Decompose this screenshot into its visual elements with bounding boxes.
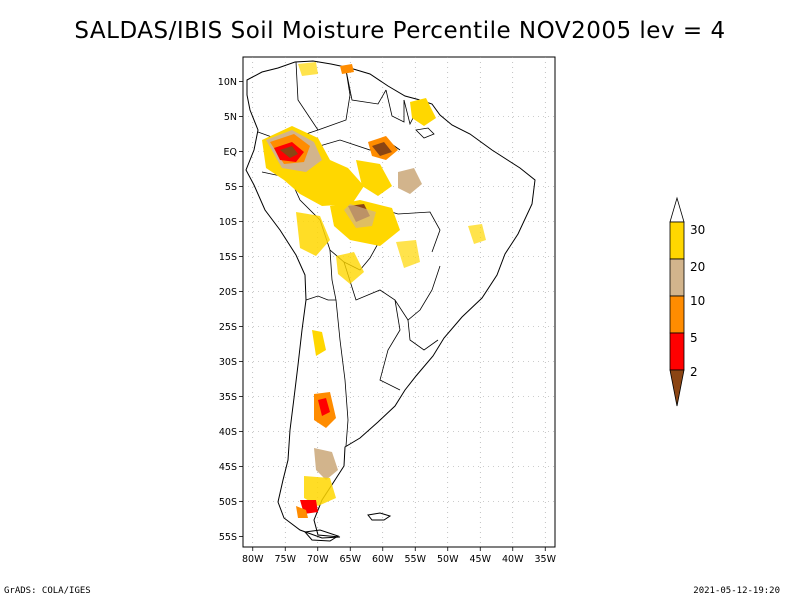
south-america-coastline (245, 60, 536, 539)
gridlines (243, 57, 555, 547)
lon-label-45w: 45W (470, 554, 492, 565)
legend-label-2: 2 (690, 365, 698, 379)
percentile-shading (262, 62, 486, 518)
lat-label-10n: 10N (218, 77, 237, 88)
colorbar-top-arrow (669, 196, 685, 223)
map-title: SALDAS/IBIS Soil Moisture Percentile NOV… (74, 18, 726, 44)
colorbar-2-5 (669, 332, 685, 371)
lat-label-15s: 15S (219, 252, 237, 263)
colorbar-20-30 (669, 221, 685, 260)
colorbar-10-20 (669, 258, 685, 297)
shade-20-30-northeast (468, 224, 486, 244)
lon-label-65w: 65W (340, 554, 362, 565)
marajo-island (415, 127, 435, 139)
shade-20-30-patagonia (304, 476, 336, 506)
legend-label-20: 20 (690, 260, 705, 274)
shade-20-30-bolivia (336, 252, 364, 284)
lon-label-80w: 80W (242, 554, 264, 565)
shade-10-20-patagonia (314, 448, 338, 480)
shade-20-30-cerrado (296, 212, 330, 256)
legend-label-10: 10 (690, 294, 705, 308)
lat-label-35s: 35S (219, 392, 237, 403)
shade-10-20-central (344, 204, 376, 228)
shade-20-30-paraguay (396, 240, 420, 268)
lat-label-10s: 10S (219, 217, 237, 228)
tierra-del-fuego (304, 529, 340, 542)
footer-timestamp: 2021-05-12-19:20 (693, 586, 780, 596)
shade-below-2-amazon-west (280, 146, 298, 158)
shade-2-5-cuyo (318, 398, 330, 416)
lon-label-40w: 40W (502, 554, 524, 565)
shade-20-30-amapa (410, 98, 436, 126)
lat-label-25s: 25S (219, 322, 237, 333)
footer-credit: GrADS: COLA/IGES (4, 586, 91, 596)
lat-label-40s: 40S (219, 427, 237, 438)
shade-20-30-para (356, 160, 392, 196)
lat-label-50s: 50S (219, 497, 237, 508)
lat-label-5s: 5S (225, 182, 237, 193)
legend-label-5: 5 (690, 331, 698, 345)
lon-label-55w: 55W (405, 554, 427, 565)
lat-label-45s: 45S (219, 462, 237, 473)
lat-label-55s: 55S (219, 532, 237, 543)
lat-label-20s: 20S (219, 287, 237, 298)
falkland-islands (367, 512, 392, 521)
lon-label-70w: 70W (307, 554, 329, 565)
latitude-axis: 10N 5N EQ 5S 10S 15S 20S 25S 30S 35S 40S 45S 50S 55S (218, 77, 243, 543)
legend-label-30: 30 (690, 223, 705, 237)
shade-10-20-tocantins (398, 168, 422, 194)
lon-label-75w: 75W (275, 554, 297, 565)
colorbar-bottom-arrow (669, 369, 685, 407)
longitude-axis: 80W 75W 70W 65W 60W 55W 50W 45W 40W 35W (242, 547, 557, 565)
lat-label-30s: 30S (219, 357, 237, 368)
lon-label-35w: 35W (535, 554, 557, 565)
colorbar-legend: 30 20 10 5 2 (669, 196, 705, 407)
shade-5-10-patagonia-south (296, 506, 308, 518)
continent-outline (245, 60, 536, 542)
lon-label-60w: 60W (372, 554, 394, 565)
shade-20-30-argentina-north (312, 330, 326, 356)
shade-20-30-colombia-north (298, 62, 318, 76)
lon-label-50w: 50W (437, 554, 459, 565)
lat-label-5n: 5N (224, 112, 237, 123)
colorbar-5-10 (669, 295, 685, 334)
lat-label-eq: EQ (224, 147, 237, 158)
shade-5-10-venezuela (340, 64, 354, 74)
shade-below-2-para (372, 142, 392, 156)
